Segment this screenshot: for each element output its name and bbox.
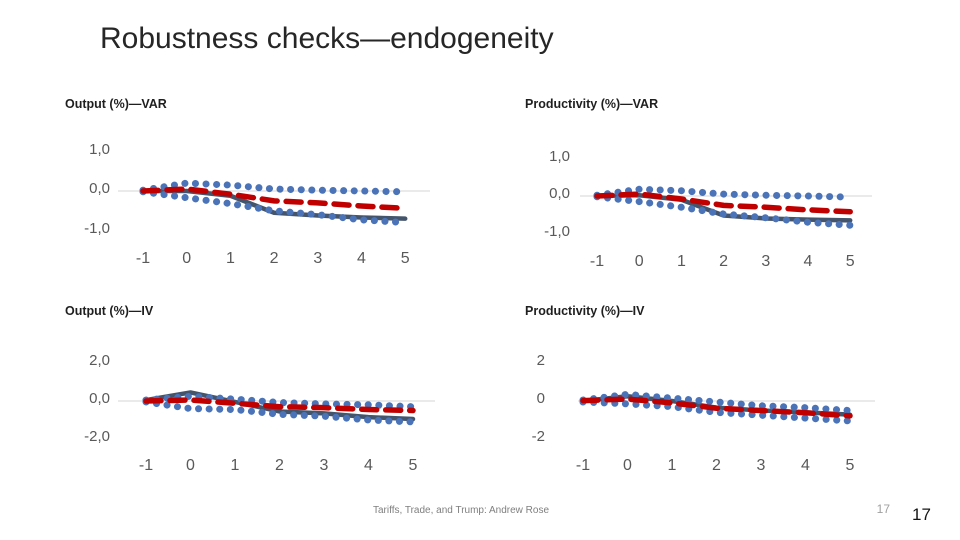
page-number-small: 17 <box>876 502 890 516</box>
chart-title-productivity-iv: Productivity (%)—IV <box>525 304 645 318</box>
chart-0-series-lower-confidence-band <box>139 188 409 227</box>
chart-2-series-upper-confidence-band <box>142 392 417 411</box>
chart-1-series-lower-confidence-band <box>593 193 854 229</box>
chart-2-series-lower-confidence-band <box>142 398 417 426</box>
chart-1-series-alternative-estimate <box>594 191 853 215</box>
chart-title-productivity-var: Productivity (%)—VAR <box>525 97 659 111</box>
chart-title-output-var: Output (%)—VAR <box>65 97 167 111</box>
slide-title: Robustness checks—endogeneity <box>100 22 554 55</box>
page-number-large: 17 <box>912 505 931 524</box>
chart-3-series-alternative-estimate <box>580 396 853 419</box>
chart-title-output-iv: Output (%)—IV <box>65 304 154 318</box>
chart-3-series-lower-confidence-band <box>579 398 854 425</box>
chart-3-series-upper-confidence-band <box>579 390 854 414</box>
chart-0-series-upper-confidence-band <box>139 179 409 196</box>
chart-2-series-alternative-estimate <box>143 397 416 414</box>
footer-caption: Tariffs, Trade, and Trump: Andrew Rose <box>373 505 550 516</box>
chart-1-series-upper-confidence-band <box>593 185 854 201</box>
chart-0-series-alternative-estimate <box>140 186 408 212</box>
